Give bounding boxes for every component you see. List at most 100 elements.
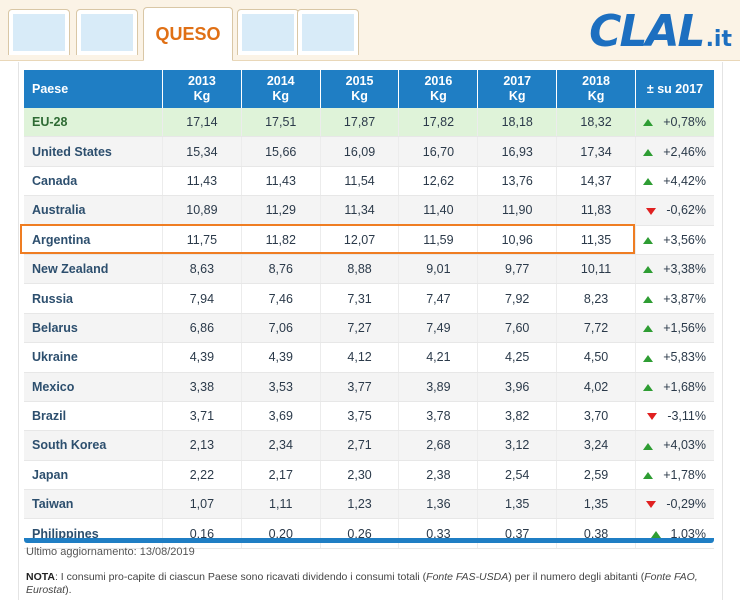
cell-value: 2,38	[398, 460, 479, 491]
cell-value: 7,31	[320, 283, 400, 314]
cell-value: 2,30	[320, 460, 400, 491]
cell-value: 1,35	[477, 489, 558, 520]
cell-value: 4,21	[398, 342, 479, 373]
up-arrow-icon	[650, 530, 661, 538]
cell-value: 4,12	[320, 342, 400, 373]
header-year-label: 2016	[424, 74, 453, 88]
cell-value: 11,54	[320, 166, 400, 197]
tab-thumbnail-3[interactable]	[237, 9, 299, 55]
cell-value: 11,35	[556, 225, 636, 255]
cell-value: 11,40	[398, 195, 479, 226]
cell-country[interactable]: United States	[24, 136, 163, 167]
header-unit: Kg	[272, 89, 290, 103]
header-year[interactable]: 2015 Kg	[320, 70, 400, 108]
cell-value: 1,11	[241, 489, 321, 520]
cell-change: +4,03%	[635, 430, 714, 461]
up-arrow-icon	[643, 442, 654, 450]
cell-value: 4,25	[477, 342, 558, 373]
cell-value: 0,33	[398, 518, 479, 549]
note-source-2: Fonte FAO, Eurostat	[26, 571, 698, 596]
table-row: Japan 2,22 2,17 2,30 2,38 2,54 2,59 +1,78%	[24, 460, 714, 491]
header-unit: Kg	[193, 89, 211, 103]
cell-country[interactable]: Belarus	[24, 313, 163, 344]
tab-thumbnail-1[interactable]	[8, 9, 70, 55]
cell-value: 11,82	[241, 225, 321, 255]
cell-value: 3,77	[320, 372, 400, 402]
cell-country[interactable]: Japan	[24, 460, 163, 491]
up-arrow-icon	[643, 325, 654, 333]
cell-value: 1,07	[162, 489, 242, 520]
tab-thumbnail-2[interactable]	[76, 9, 138, 55]
cell-value: 11,83	[556, 195, 636, 226]
cell-country[interactable]: New Zealand	[24, 254, 163, 285]
table-row: Taiwan 1,07 1,11 1,23 1,36 1,35 1,35 -0,29%	[24, 489, 714, 520]
table-row: Australia 10,89 11,29 11,34 11,40 11,90 11,83 -…	[24, 195, 714, 226]
cell-country[interactable]: South Korea	[24, 430, 163, 461]
header-change[interactable]: ± su 2017	[635, 70, 714, 108]
table-row: Canada 11,43 11,43 11,54 12,62 13,76 14,37 +4,4…	[24, 166, 714, 197]
cell-value: 17,87	[320, 108, 400, 138]
cell-value: 17,82	[398, 108, 479, 138]
cell-country[interactable]: Russia	[24, 283, 163, 314]
header-year[interactable]: 2013 Kg	[162, 70, 242, 108]
cell-value: 16,09	[320, 136, 400, 167]
table-bottom-bar	[24, 538, 714, 543]
tab-thumbnail-4[interactable]	[297, 9, 359, 55]
cell-value: 12,07	[320, 225, 400, 255]
cell-value: 10,89	[162, 195, 242, 226]
cell-value: 8,23	[556, 283, 636, 314]
cell-value: 9,01	[398, 254, 479, 285]
logo-tld-text: .it	[705, 27, 732, 52]
cell-country[interactable]: Canada	[24, 166, 163, 197]
header-country[interactable]: Paese	[24, 70, 163, 108]
cell-value: 2,22	[162, 460, 242, 491]
up-arrow-icon	[643, 148, 654, 156]
cell-change: +2,46%	[635, 136, 714, 167]
up-arrow-icon	[643, 383, 654, 391]
cell-value: 3,78	[398, 401, 479, 432]
change-value: 1,03%	[670, 526, 706, 541]
down-arrow-icon	[646, 207, 657, 215]
cell-value: 4,50	[556, 342, 636, 373]
change-value: +4,42%	[663, 173, 706, 188]
up-arrow-icon	[643, 354, 654, 362]
cell-country[interactable]: EU-28	[24, 108, 163, 138]
cell-country[interactable]: Ukraine	[24, 342, 163, 373]
cell-value: 11,75	[162, 225, 242, 255]
cell-value: 8,76	[241, 254, 321, 285]
cell-value: 18,32	[556, 108, 636, 138]
table-row: Brazil 3,71 3,69 3,75 3,78 3,82 3,70 -3,11%	[24, 401, 714, 432]
cell-value: 8,63	[162, 254, 242, 285]
cell-country[interactable]: Taiwan	[24, 489, 163, 520]
cell-value: 2,13	[162, 430, 242, 461]
clal-logo[interactable]: CLAL .it	[589, 6, 732, 57]
table-row: EU-28 17,14 17,51 17,87 17,82 18,18 18,32 +0,78…	[24, 108, 714, 138]
cell-change: +3,87%	[635, 283, 714, 314]
tab-thumbnail-image	[13, 14, 65, 51]
tab-queso[interactable]: QUESO	[143, 7, 233, 61]
header-year[interactable]: 2017 Kg	[477, 70, 558, 108]
cell-value: 3,24	[556, 430, 636, 461]
header-year[interactable]: 2018 Kg	[556, 70, 636, 108]
down-arrow-icon	[646, 501, 657, 509]
cell-country[interactable]: Australia	[24, 195, 163, 226]
cell-country[interactable]: Mexico	[24, 372, 163, 402]
cell-value: 1,35	[556, 489, 636, 520]
cell-value: 17,34	[556, 136, 636, 167]
cell-value: 7,06	[241, 313, 321, 344]
change-value: +4,03%	[663, 438, 706, 453]
cell-value: 10,11	[556, 254, 636, 285]
table-row: New Zealand 8,63 8,76 8,88 9,01 9,77 10,11 +3,3…	[24, 254, 714, 285]
header-year[interactable]: 2014 Kg	[241, 70, 321, 108]
note-text-1: : I consumi pro-capite di ciascun Paese …	[54, 571, 427, 583]
cell-country[interactable]: Philippines	[24, 518, 163, 549]
cell-change: +1,78%	[635, 460, 714, 491]
cell-country[interactable]: Brazil	[24, 401, 163, 432]
cell-value: 7,92	[477, 283, 558, 314]
cell-value: 3,96	[477, 372, 558, 402]
cell-value: 7,72	[556, 313, 636, 344]
header-year[interactable]: 2016 Kg	[398, 70, 479, 108]
cell-country[interactable]: Argentina	[24, 225, 163, 255]
cell-change: -0,62%	[635, 195, 714, 226]
header-unit: Kg	[587, 89, 605, 103]
